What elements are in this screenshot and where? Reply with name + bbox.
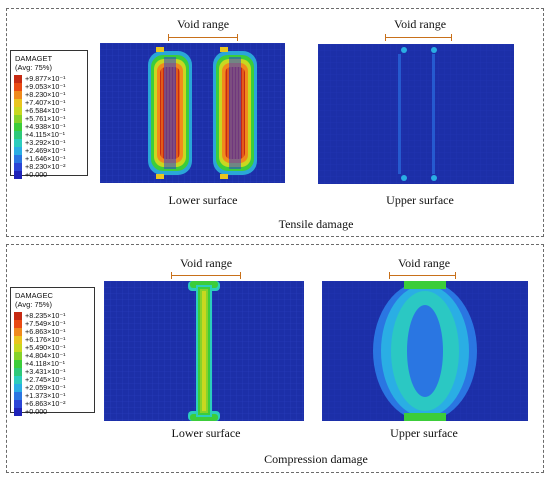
tensile-upper-caption: Upper surface — [386, 193, 454, 207]
legend-swatch — [14, 408, 22, 416]
legend-value: +4.118×10⁻¹ — [25, 359, 66, 368]
legend-value: +1.373×10⁻¹ — [25, 391, 66, 400]
tensile-lower-surface-plot — [100, 43, 285, 183]
legend-value: +8.230×10⁻² — [25, 162, 66, 171]
compression-lower-void-label: Void range — [179, 256, 233, 270]
legend-swatch — [14, 91, 22, 99]
compression-upper-surface-plot — [322, 281, 528, 421]
tensile-lower-void-range-marker — [168, 34, 238, 41]
compression-lower-void-range-marker — [171, 272, 241, 279]
legend-value: +2.059×10⁻¹ — [25, 383, 66, 392]
legend-value: +4.115×10⁻¹ — [25, 130, 66, 139]
compression-lower-surface-plot — [104, 281, 304, 421]
legend-swatch — [14, 320, 22, 328]
legend-swatch — [14, 99, 22, 107]
tensile-legend-variable: DAMAGET — [15, 54, 53, 63]
legend-swatch — [14, 336, 22, 344]
tensile-lower-caption: Lower surface — [168, 193, 238, 207]
legend-swatch — [14, 155, 22, 163]
legend-swatch — [14, 384, 22, 392]
legend-swatch — [14, 312, 22, 320]
tensile-legend-avg: (Avg: 75%) — [15, 63, 52, 72]
legend-value: +1.646×10⁻¹ — [25, 154, 66, 163]
legend-value: +6.176×10⁻¹ — [25, 335, 66, 344]
tensile-upper-void-range-marker — [385, 34, 452, 41]
legend-swatch — [14, 368, 22, 376]
legend-value: +2.745×10⁻¹ — [25, 375, 66, 384]
tensile-damage-panel — [6, 8, 544, 237]
legend-swatch — [14, 123, 22, 131]
legend-value: +5.761×10⁻¹ — [25, 114, 66, 123]
legend-swatch — [14, 328, 22, 336]
legend-swatch — [14, 171, 22, 179]
legend-value: +9.053×10⁻¹ — [25, 82, 66, 91]
legend-swatch — [14, 83, 22, 91]
compression-legend: DAMAGEC (Avg: 75%) +8.235×10⁻¹ +7.549×10… — [10, 287, 95, 416]
legend-swatch — [14, 344, 22, 352]
legend-value: +6.863×10⁻² — [25, 399, 66, 408]
legend-value: +6.863×10⁻¹ — [25, 327, 66, 336]
compression-upper-contour — [322, 281, 528, 421]
compression-upper-caption: Upper surface — [390, 426, 458, 440]
legend-value: +5.490×10⁻¹ — [25, 343, 66, 352]
legend-swatch — [14, 147, 22, 155]
legend-value: +2.469×10⁻¹ — [25, 146, 66, 155]
legend-value: +8.235×10⁻¹ — [25, 311, 66, 320]
compression-panel-caption: Compression damage — [264, 452, 368, 466]
tensile-lower-contour — [100, 43, 285, 183]
tensile-upper-contour — [318, 44, 514, 184]
legend-swatch — [14, 115, 22, 123]
legend-swatch — [14, 392, 22, 400]
legend-value: +6.584×10⁻¹ — [25, 106, 66, 115]
legend-swatch — [14, 352, 22, 360]
tensile-panel-caption: Tensile damage — [278, 217, 354, 231]
legend-swatch — [14, 400, 22, 408]
legend-swatch — [14, 360, 22, 368]
tensile-upper-surface-plot — [318, 44, 514, 184]
legend-swatch — [14, 139, 22, 147]
compression-upper-void-range-marker — [389, 272, 456, 279]
legend-value: +7.549×10⁻¹ — [25, 319, 66, 328]
legend-value: +4.804×10⁻¹ — [25, 351, 66, 360]
tensile-legend: DAMAGET (Avg: 75%) +9.877×10⁻¹ +9.053×10… — [10, 50, 88, 179]
legend-value: +8.230×10⁻¹ — [25, 90, 66, 99]
legend-swatch — [14, 376, 22, 384]
compression-lower-caption: Lower surface — [171, 426, 241, 440]
legend-value: +3.431×10⁻¹ — [25, 367, 66, 376]
legend-value: +0.000 — [25, 170, 48, 179]
compression-legend-variable: DAMAGEC — [15, 291, 53, 300]
legend-value: +9.877×10⁻¹ — [25, 74, 66, 83]
legend-swatch — [14, 107, 22, 115]
tensile-upper-void-label: Void range — [393, 17, 447, 31]
tensile-lower-void-label: Void range — [176, 17, 230, 31]
legend-swatch — [14, 131, 22, 139]
compression-upper-void-label: Void range — [397, 256, 451, 270]
compression-lower-contour — [104, 281, 304, 421]
compression-legend-avg: (Avg: 75%) — [15, 300, 52, 309]
legend-swatch — [14, 75, 22, 83]
legend-value: +0.000 — [25, 407, 48, 416]
compression-damage-panel — [6, 244, 544, 473]
legend-value: +7.407×10⁻¹ — [25, 98, 66, 107]
legend-value: +3.292×10⁻¹ — [25, 138, 66, 147]
legend-value: +4.938×10⁻¹ — [25, 122, 66, 131]
legend-swatch — [14, 163, 22, 171]
